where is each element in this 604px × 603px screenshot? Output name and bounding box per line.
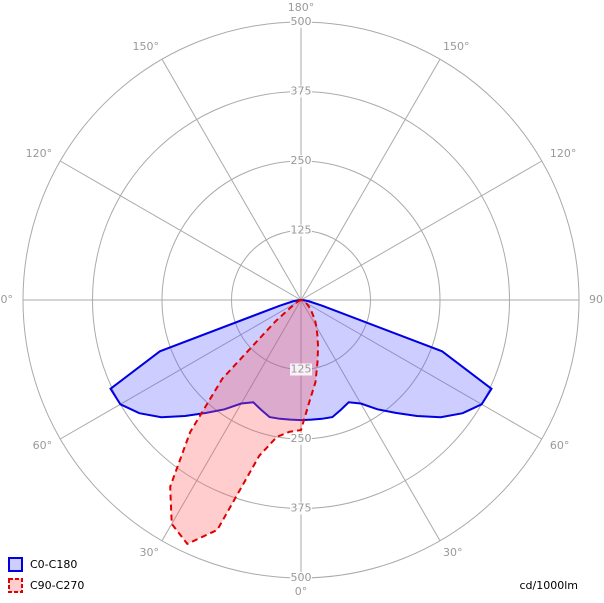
y-tick-label: 500 xyxy=(291,15,312,28)
tick-label-bg xyxy=(290,16,312,28)
angle-label: 0° xyxy=(295,585,308,598)
angle-label: 90° xyxy=(0,293,13,306)
angle-label: 60° xyxy=(550,439,570,452)
legend-label: C90-C270 xyxy=(30,579,84,592)
angle-label: 120° xyxy=(550,147,577,160)
tick-label-bg xyxy=(290,363,312,376)
angle-line xyxy=(300,299,543,440)
tick-label-bg xyxy=(290,224,312,237)
y-tick-label: 125 xyxy=(291,224,312,237)
angle-label: 150° xyxy=(133,40,160,53)
units-label: cd/1000lm xyxy=(519,579,578,592)
y-tick-label: 375 xyxy=(291,502,312,515)
tick-label-bg xyxy=(290,85,312,98)
y-tick-label: 250 xyxy=(291,154,312,167)
angle-label: 180° xyxy=(288,1,315,14)
legend-label: C0-C180 xyxy=(30,558,77,571)
tick-label-bg xyxy=(290,572,312,584)
tick-label-bg xyxy=(290,433,312,445)
angle-line xyxy=(161,58,302,301)
angle-label: 30° xyxy=(443,546,463,559)
angle-line xyxy=(300,58,441,301)
angle-label: 150° xyxy=(443,40,470,53)
tick-label-bg xyxy=(290,502,312,515)
legend-swatch xyxy=(8,557,23,572)
y-tick-label: 125 xyxy=(291,363,312,376)
angle-line xyxy=(300,299,441,542)
series-shape xyxy=(169,299,320,546)
legend-swatch xyxy=(8,578,23,593)
angle-line xyxy=(59,160,302,301)
angle-line xyxy=(300,160,543,301)
angle-label: 30° xyxy=(140,546,160,559)
angle-label: 120° xyxy=(26,147,53,160)
y-tick-label: 375 xyxy=(291,85,312,98)
angle-line xyxy=(59,299,302,440)
angle-label: 90° xyxy=(589,293,604,306)
angle-label: 60° xyxy=(33,439,53,452)
series-shape xyxy=(109,298,493,422)
angle-line xyxy=(161,299,302,542)
tick-label-bg xyxy=(290,155,312,167)
y-tick-label: 500 xyxy=(291,571,312,584)
y-tick-label: 250 xyxy=(291,432,312,445)
